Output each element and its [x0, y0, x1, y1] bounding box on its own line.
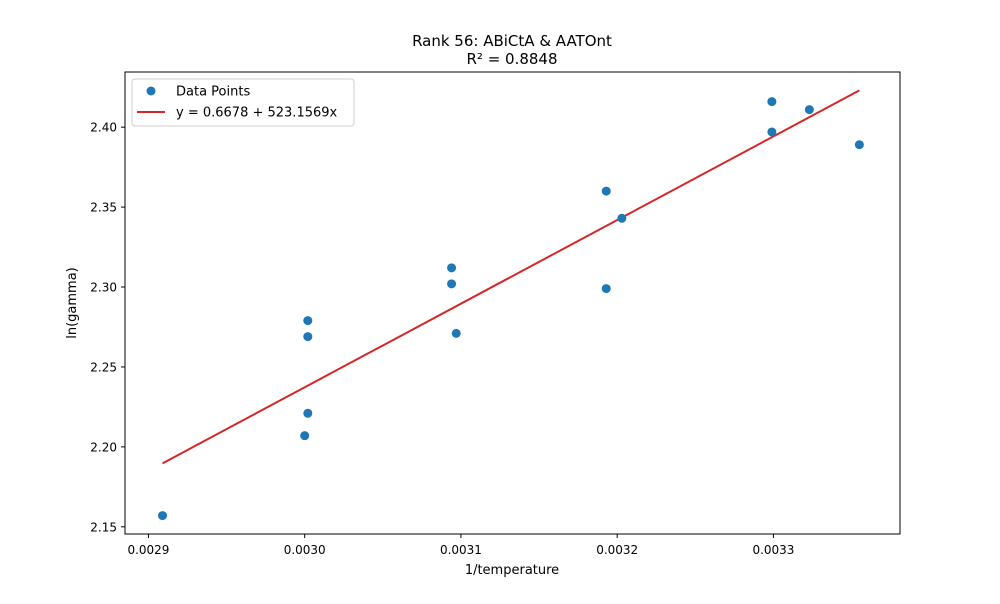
plot-frame	[124, 71, 901, 535]
x-tick-label: 0.0030	[284, 543, 326, 557]
data-point	[303, 316, 313, 326]
data-point	[158, 511, 167, 521]
y-tick-label: 2.30	[90, 281, 117, 295]
data-point	[767, 97, 777, 107]
x-tick-label: 0.0031	[440, 543, 482, 557]
points-layer	[158, 97, 864, 521]
y-axis-label: ln(gamma)	[65, 267, 80, 339]
data-point	[303, 408, 313, 418]
y-tick-label: 2.20	[90, 440, 117, 454]
x-axis-label: 1/temperature	[465, 563, 559, 578]
data-point	[601, 186, 611, 196]
chart-subtitle: R² = 0.8848	[466, 50, 557, 68]
y-tick-label: 2.25	[90, 360, 117, 374]
regression-line	[162, 89, 860, 465]
data-point	[601, 284, 611, 294]
legend-label-fit-line: y = 0.6678 + 523.1569x	[176, 106, 338, 121]
y-tick-label: 2.40	[90, 121, 117, 135]
data-point	[303, 332, 313, 342]
data-point	[447, 263, 457, 273]
legend: Data Points y = 0.6678 + 523.1569x	[131, 78, 355, 127]
y-axis: 2.15 2.20 2.25 2.30 2.35 2.40	[90, 121, 125, 534]
x-tick-label: 0.0033	[752, 543, 794, 557]
chart-title: Rank 56: ABiCtA & AATOnt	[412, 32, 612, 50]
data-point	[451, 328, 461, 338]
x-tick-label: 0.0029	[127, 543, 169, 557]
data-point	[767, 127, 777, 137]
data-point	[447, 279, 457, 289]
data-point	[300, 431, 310, 441]
regression-layer	[162, 89, 860, 465]
y-tick-label: 2.15	[90, 520, 117, 534]
legend-scatter-marker	[146, 86, 156, 96]
plot-area	[124, 71, 901, 535]
x-tick-label: 0.0032	[596, 543, 638, 557]
legend-box	[131, 78, 355, 127]
legend-label-data-points: Data Points	[176, 85, 250, 100]
y-tick-label: 2.35	[90, 201, 117, 215]
x-axis: 0.0029 0.0030 0.0031 0.0032 0.0033	[127, 534, 794, 557]
data-point	[804, 105, 814, 115]
data-point	[617, 213, 627, 223]
data-point	[854, 140, 864, 150]
